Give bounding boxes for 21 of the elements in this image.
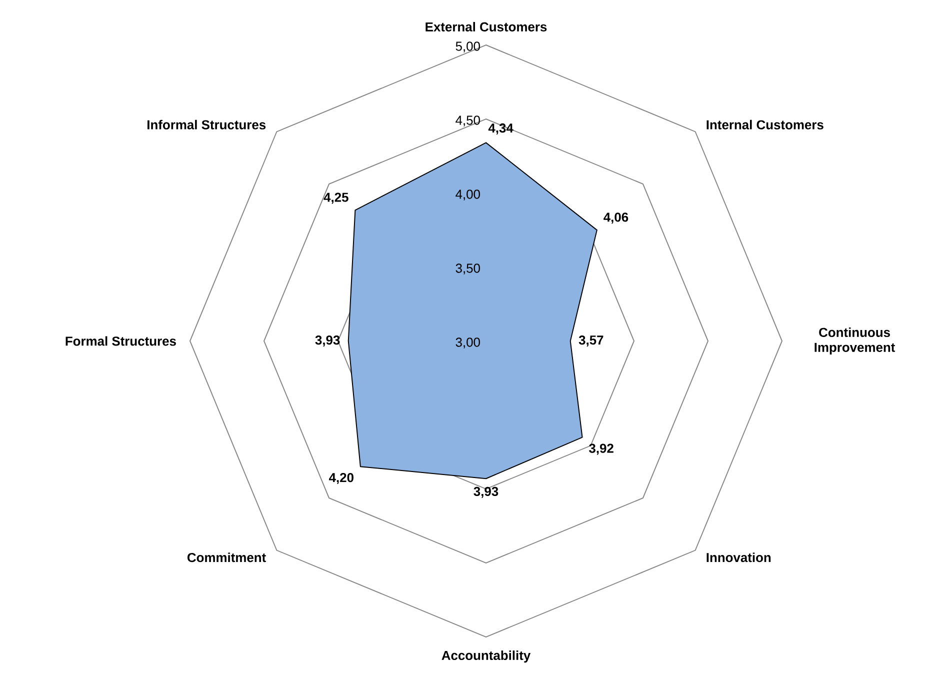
data-label: 4,25 — [324, 192, 348, 204]
y-tick-label: 3,00 — [456, 338, 480, 348]
data-label: 3,93 — [315, 335, 340, 347]
data-label: 4,34 — [488, 123, 514, 134]
y-tick-label: 4,50 — [456, 116, 480, 126]
spoke-label: Continuous Improvement — [814, 327, 896, 355]
spoke-label: Formal Structures — [66, 336, 176, 346]
spoke-label: External Customers — [426, 22, 547, 32]
data-label: 4,06 — [604, 212, 628, 224]
data-label: 4,20 — [328, 473, 354, 484]
spoke-label: Accountability — [442, 650, 531, 663]
y-tick-label: 4,00 — [456, 190, 480, 200]
data-label: 3,93 — [474, 486, 498, 498]
y-tick-label: 5,00 — [456, 42, 480, 52]
spoke-label: Internal Customers — [706, 120, 824, 130]
y-tick-label: 3,50 — [456, 264, 480, 274]
spoke-label: Innovation — [706, 552, 771, 562]
data-label: 3,92 — [589, 444, 614, 455]
spoke-label: Informal Structures — [148, 120, 266, 130]
data-label: 3,57 — [578, 335, 604, 347]
spoke-label: Commitment — [187, 552, 266, 562]
